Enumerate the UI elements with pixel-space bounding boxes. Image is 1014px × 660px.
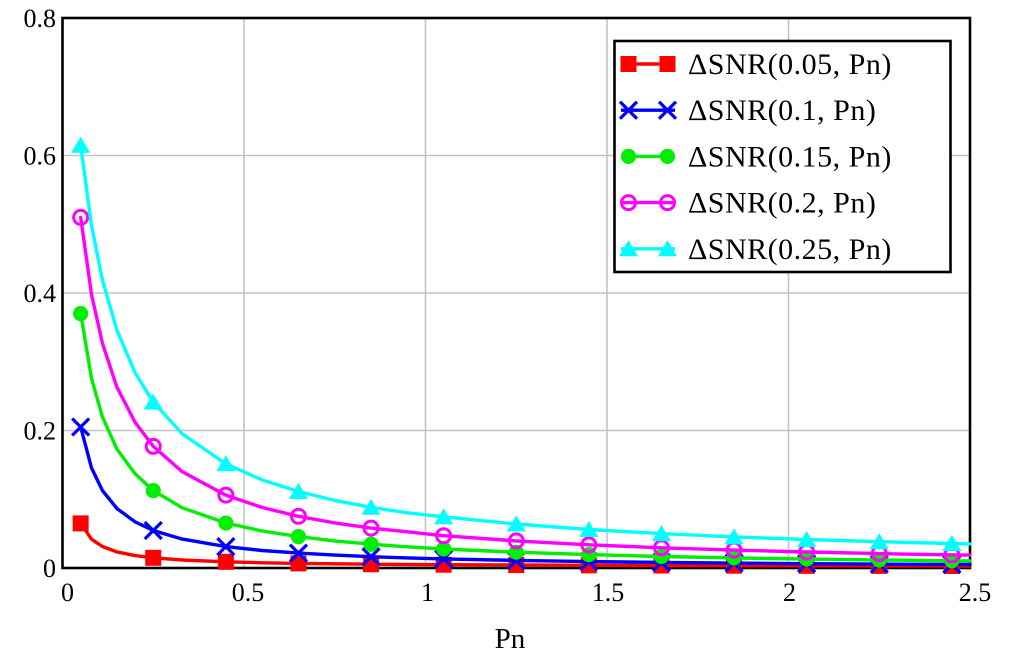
series-0 bbox=[72, 515, 972, 574]
data-point-marker bbox=[362, 519, 380, 537]
legend-row-4: ΔSNR(0.25, Pn) bbox=[619, 233, 892, 266]
legend-sample-marker bbox=[618, 100, 639, 120]
legend-label: ΔSNR(0.2, Pn) bbox=[688, 187, 876, 220]
data-point-marker bbox=[288, 482, 308, 499]
data-point-marker bbox=[73, 306, 89, 322]
series-3 bbox=[72, 208, 972, 564]
y-tick-label: 0.8 bbox=[24, 4, 57, 33]
data-point-marker bbox=[72, 208, 90, 226]
series-2 bbox=[73, 306, 972, 569]
data-point-marker bbox=[290, 529, 307, 545]
data-point-marker bbox=[216, 455, 236, 472]
legend-sample-marker bbox=[620, 148, 637, 164]
data-point-marker bbox=[217, 486, 235, 504]
legend: ΔSNR(0.05, Pn) ΔSNR(0.1, Pn) ΔSNR(0.15, Pn… bbox=[613, 39, 952, 274]
series-4 bbox=[71, 136, 972, 552]
x-tick-label: 1 bbox=[421, 578, 434, 607]
data-point-marker bbox=[724, 528, 744, 545]
x-axis-title: Pn bbox=[495, 623, 526, 655]
legend-row-3: ΔSNR(0.2, Pn) bbox=[620, 187, 876, 220]
data-point-marker bbox=[145, 482, 161, 499]
data-point-marker bbox=[143, 520, 163, 541]
data-point-marker bbox=[580, 536, 598, 554]
data-point-marker bbox=[435, 527, 453, 545]
legend-sample-marker bbox=[620, 194, 637, 212]
data-point-marker bbox=[361, 547, 381, 567]
data-point-marker bbox=[506, 515, 526, 532]
legend-sample-marker bbox=[659, 194, 676, 212]
data-point-marker bbox=[579, 521, 599, 537]
legend-label: ΔSNR(0.25, Pn) bbox=[688, 233, 892, 266]
series-layer bbox=[71, 136, 972, 575]
data-point-marker bbox=[218, 515, 234, 531]
data-point-marker bbox=[507, 532, 525, 550]
x-tick-label: 2 bbox=[783, 578, 796, 607]
legend-sample-marker bbox=[620, 56, 637, 72]
x-tick-label: 0.5 bbox=[232, 578, 265, 607]
data-point-marker bbox=[71, 136, 91, 153]
legend-label: ΔSNR(0.1, Pn) bbox=[688, 94, 876, 127]
series-curve bbox=[78, 311, 972, 563]
data-point-marker bbox=[289, 507, 307, 525]
legend-label: ΔSNR(0.05, Pn) bbox=[688, 48, 892, 81]
legend-row-1: ΔSNR(0.1, Pn) bbox=[618, 94, 876, 127]
data-point-marker bbox=[434, 508, 454, 525]
x-tick-label: 2.5 bbox=[959, 578, 992, 607]
data-point-marker bbox=[71, 417, 91, 437]
x-tick-label: 0 bbox=[61, 578, 74, 607]
legend-sample-marker bbox=[619, 240, 638, 257]
y-tick-label: 0.6 bbox=[24, 142, 57, 171]
y-tick-label: 0.4 bbox=[24, 279, 57, 308]
data-point-marker bbox=[72, 515, 89, 532]
data-point-marker bbox=[144, 437, 162, 455]
data-point-marker bbox=[145, 549, 162, 566]
data-point-marker bbox=[217, 553, 234, 570]
legend-row-0: ΔSNR(0.05, Pn) bbox=[620, 48, 892, 81]
y-tick-label: 0 bbox=[43, 554, 56, 583]
data-point-marker bbox=[288, 543, 309, 563]
legend-label: ΔSNR(0.15, Pn) bbox=[688, 140, 892, 173]
series-curve bbox=[78, 425, 972, 567]
legend-sample-marker bbox=[659, 148, 676, 164]
data-point-marker bbox=[869, 533, 889, 550]
data-point-marker bbox=[797, 530, 817, 547]
x-tick-label: 1.5 bbox=[592, 578, 625, 607]
legend-sample-marker bbox=[657, 100, 678, 120]
legend-sample-marker bbox=[658, 240, 677, 257]
series-curve bbox=[78, 215, 972, 557]
legend-row-2: ΔSNR(0.15, Pn) bbox=[620, 140, 892, 173]
data-point-marker bbox=[651, 525, 671, 542]
data-point-marker bbox=[942, 535, 962, 552]
tick-labels: 0 0.5 1 1.5 2 2.5 0 0.2 0.4 0.6 0.8 bbox=[24, 4, 992, 607]
data-point-marker bbox=[436, 541, 452, 557]
series-curve bbox=[78, 143, 972, 546]
y-tick-label: 0.2 bbox=[24, 417, 57, 446]
legend-sample-marker bbox=[659, 56, 676, 72]
data-point-marker bbox=[143, 393, 163, 410]
series-curve bbox=[78, 521, 972, 568]
data-point-marker bbox=[361, 498, 381, 515]
data-point-marker bbox=[363, 536, 379, 552]
data-point-marker bbox=[216, 536, 236, 557]
